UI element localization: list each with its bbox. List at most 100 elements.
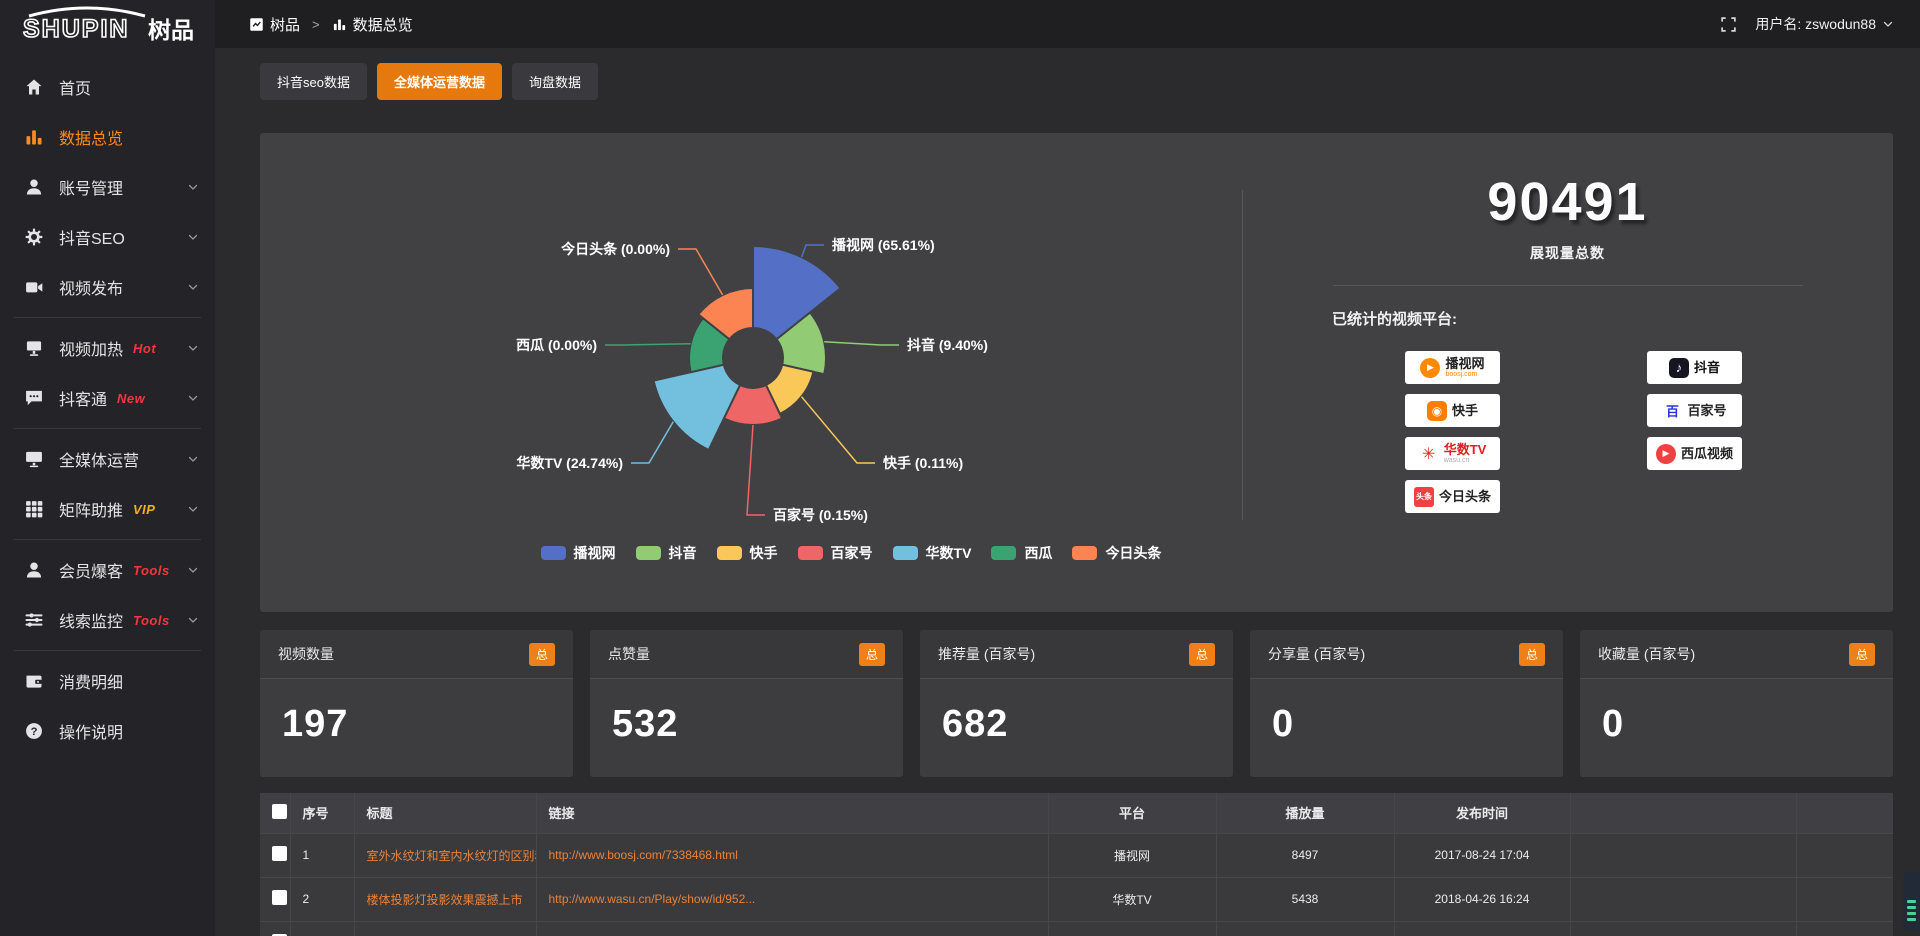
sidebar-item-label: 消费明细 [59,675,124,692]
pie-label-line [605,343,691,346]
fullscreen-icon[interactable] [1720,16,1737,33]
legend-item-华数TV[interactable]: 华数TV [892,543,971,563]
platform-badge-label: 百家号 [1687,402,1727,418]
chevron-down-icon [1882,18,1894,30]
sidebar-item-douyin-seo[interactable]: 抖音SEO [0,212,215,262]
sidebar-item-label: 矩阵助推 [59,503,124,520]
row-checkbox[interactable] [272,890,287,905]
chevron-down-icon [187,281,199,293]
platform-badges-left: ▶ 播视网 boosj.com ◉ 快手 ✳ 华数TV wasu.cn 头条 今日头条 [1405,351,1500,513]
sidebar-item-label: 全媒体运营 [59,453,140,470]
platform-badge-text: 今日头条 [1439,490,1491,504]
total-badge[interactable]: 总 [858,642,885,666]
cell-link[interactable]: http://www.wasu.cn/Play/show/id/952... [535,877,1048,922]
pie-slice-抖音[interactable] [775,311,827,376]
cell-check [260,921,290,936]
total-badge[interactable]: 总 [1848,642,1875,666]
pie-label: 抖音 (9.40%) [907,337,988,353]
breadcrumb-home[interactable]: 树品 [249,14,300,35]
total-badge[interactable]: 总 [1518,642,1545,666]
select-all-checkbox[interactable] [272,803,287,819]
stat-card-like-count: 点赞量 总 532 [590,630,903,777]
tab-douyin-seo-data[interactable]: 抖音seo数据 [260,63,367,100]
cell-link[interactable]: http://www.boosj.com/7338468.html [535,833,1048,878]
platform-badge-text: 西瓜视频 [1681,447,1733,461]
sidebar-item-video-heating[interactable]: 视频加热 Hot [0,323,215,373]
floating-widget[interactable] [1903,872,1920,930]
legend-swatch [716,546,742,560]
legend-label: 百家号 [830,545,873,561]
legend-item-百家号[interactable]: 百家号 [797,543,873,563]
sidebar-divider [14,317,201,318]
cell-time: 2018-04-26 16:24 [1393,877,1570,922]
table-row: 1室外水纹灯和室内水纹灯的区别和简介http://www.boosj.com/7… [260,833,1893,878]
pie-slice-华数TV[interactable] [652,363,742,452]
pie-slice-百家号[interactable] [722,383,784,426]
stat-card-header: 视频数量 总 [260,630,573,679]
cell-title[interactable]: 楼体投影灯投影效果震撼上市 [353,877,536,922]
legend-item-播视网[interactable]: 播视网 [540,543,616,563]
sidebar-item-video-publish[interactable]: 视频发布 [0,262,215,312]
sidebar-item-consumption-detail[interactable]: 消费明细 [0,656,215,706]
sidebar-item-label: 账号管理 [59,181,124,198]
cell-sp2 [1795,877,1893,922]
sidebar-item-account-management[interactable]: 账号管理 [0,162,215,212]
legend-item-西瓜[interactable]: 西瓜 [991,543,1052,563]
user-menu[interactable]: 用户名: zswodun88 [1755,14,1894,34]
stat-card-favorite-count: 收藏量 (百家号) 总 0 [1580,630,1893,777]
total-badge[interactable]: 总 [1188,642,1215,666]
sidebar-item-douketong[interactable]: 抖客通 New [0,373,215,423]
app-logo: SHUPIN 树品 [0,0,215,48]
tab-omni-media-data[interactable]: 全媒体运营数据 [376,63,502,100]
sidebar-item-home[interactable]: 首页 [0,62,215,112]
cell-plays [1215,921,1394,936]
column-header-sp1 [1569,793,1796,834]
total-badge[interactable]: 总 [528,642,555,666]
sidebar-divider [14,650,201,651]
platform-badge-label: 抖音 [1693,359,1720,375]
pie-slice-快手[interactable] [764,363,815,416]
sidebar-item-label: 操作说明 [59,725,124,742]
member-icon [24,560,44,580]
legend-swatch [1072,546,1098,560]
sidebar-item-member-baoke[interactable]: 会员爆客 Tools [0,545,215,595]
breadcrumb-current[interactable]: 数据总览 [332,14,413,35]
topbar-right: 用户名: zswodun88 [1720,14,1920,34]
pie-slice-今日头条[interactable] [696,286,754,341]
stat-card-value: 0 [1272,703,1295,745]
stat-card-title: 分享量 (百家号) [1268,646,1366,662]
cell-sp1 [1569,921,1796,936]
impressions-total-value: 90491 [1487,172,1648,232]
row-checkbox[interactable] [272,934,287,936]
cell-plays: 5438 [1215,877,1394,922]
sidebar-item-matrix-boost[interactable]: 矩阵助推 VIP [0,484,215,534]
pie-slice-播视网[interactable] [752,244,843,341]
row-checkbox[interactable] [272,846,287,861]
bar-chart-icon [332,17,347,32]
svg-text:?: ? [31,726,38,738]
platform-badge-sub: wasu.cn [1443,456,1470,464]
pie-label: 今日头条 (0.00%) [560,241,670,257]
sidebar-item-label: 首页 [59,81,92,98]
cell-check [260,833,290,878]
video-icon [24,277,44,297]
sidebar-item-data-overview[interactable]: 数据总览 [0,112,215,162]
column-header-check [260,793,290,834]
sidebar-item-operation-guide[interactable]: ? 操作说明 [0,706,215,756]
stat-card-recommend-count: 推荐量 (百家号) 总 682 [920,630,1233,777]
legend-item-抖音[interactable]: 抖音 [635,543,697,563]
sidebar-item-tag: Tools [133,612,170,628]
sidebar-item-omni-media[interactable]: 全媒体运营 [0,434,215,484]
main-content: 抖音seo数据 全媒体运营数据 询盘数据 播视网 (65.61%) 抖音 (9.40%… [215,48,1920,936]
topbar: SHUPIN 树品 树品 > 数据总览 用户名: zswodun88 [0,0,1920,48]
legend-item-快手[interactable]: 快手 [716,543,778,563]
legend-item-今日头条[interactable]: 今日头条 [1072,543,1161,563]
tab-inquiry-data[interactable]: 询盘数据 [511,63,598,100]
legend-swatch [635,546,661,560]
platform-badge-text: 抖音 [1694,361,1720,375]
breadcrumb-separator: > [312,16,320,32]
platform-badge-text: 华数TV wasu.cn [1444,443,1487,464]
sidebar-item-lead-monitor[interactable]: 线索监控 Tools [0,595,215,645]
stat-card-header: 点赞量 总 [590,630,903,679]
cell-title[interactable]: 室外水纹灯和室内水纹灯的区别和简介 [353,833,536,878]
